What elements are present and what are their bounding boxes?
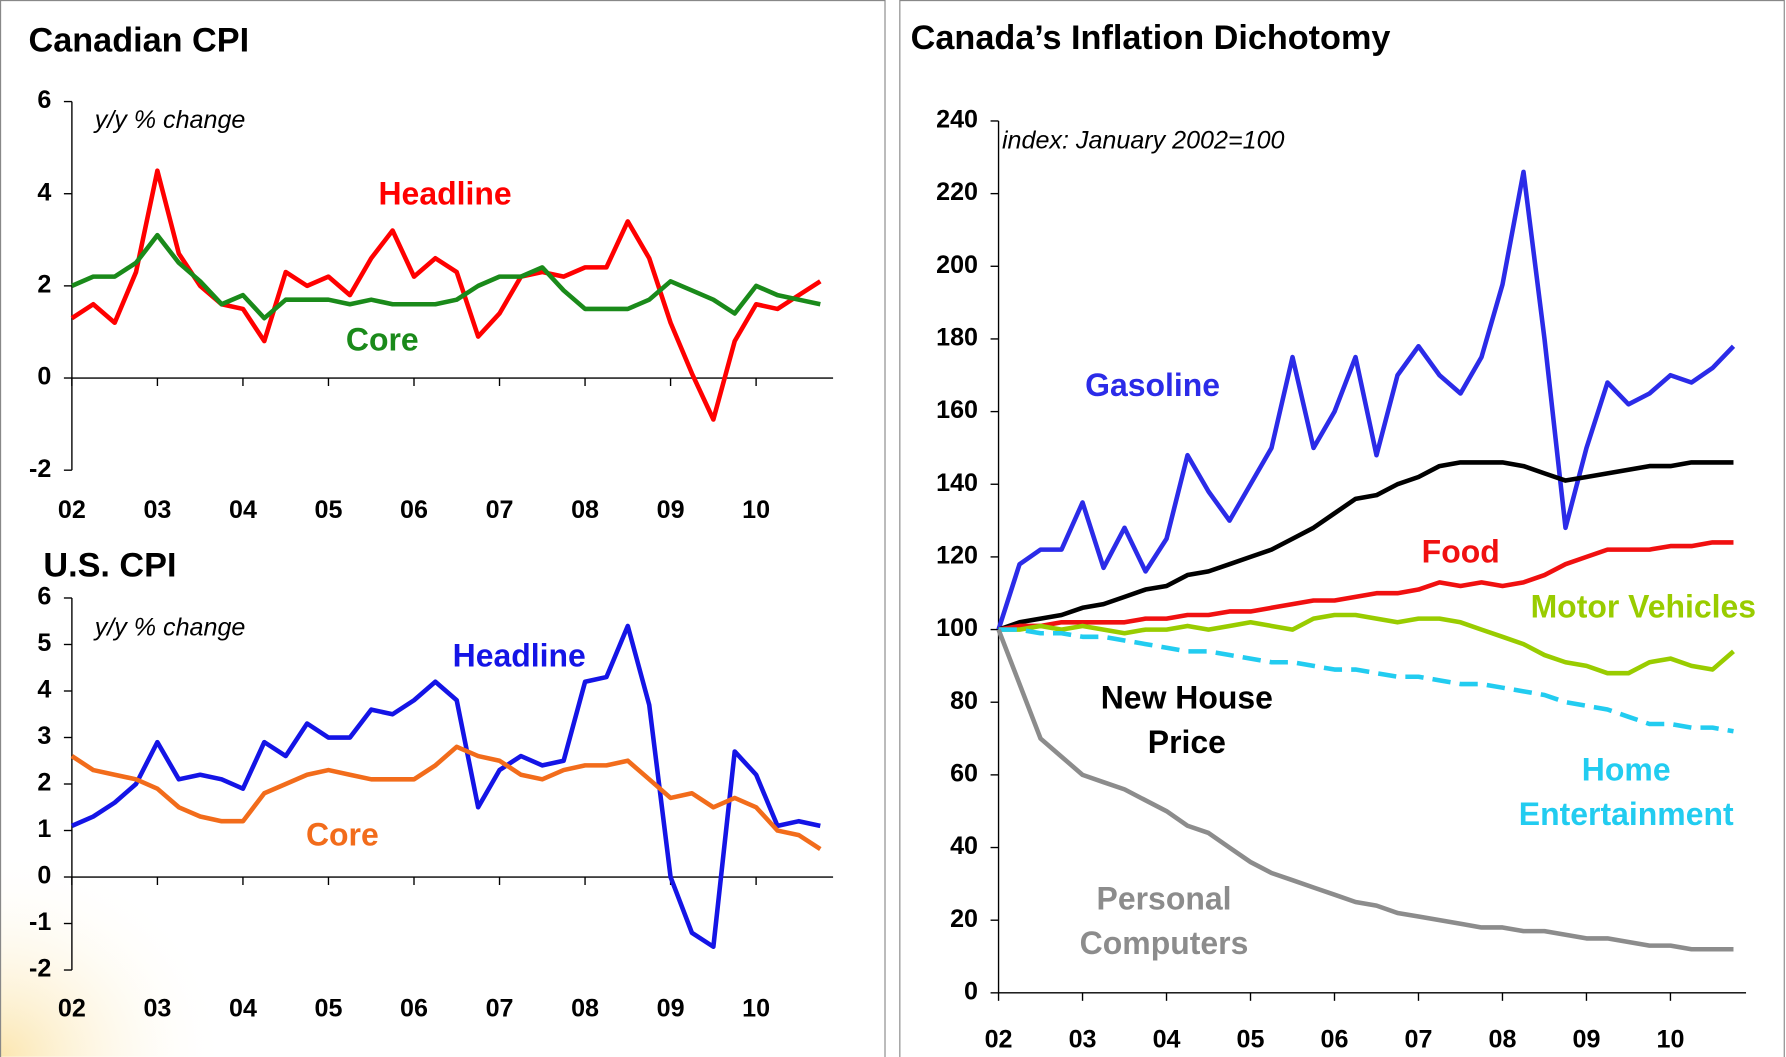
y-tick-label: 5 xyxy=(37,629,51,657)
x-tick-label: 07 xyxy=(486,496,514,524)
y-tick-label: 1 xyxy=(37,815,51,843)
x-tick-label: 07 xyxy=(1405,1025,1433,1053)
x-tick-label: 09 xyxy=(657,496,685,524)
series-label-box: Motor Vehicles xyxy=(1530,588,1757,625)
chart-title: Canada’s Inflation Dichotomy xyxy=(911,19,1391,57)
y-tick-label: 0 xyxy=(37,363,51,391)
y-tick-label: 0 xyxy=(964,977,978,1005)
series-label-box: Headline xyxy=(452,637,586,674)
series-line xyxy=(996,628,1734,952)
series-label-box: Core xyxy=(345,321,419,358)
series-line xyxy=(996,169,1736,631)
y-tick-label: 120 xyxy=(936,542,978,570)
y-tick-label: 200 xyxy=(936,251,978,279)
subtitle: y/y % change xyxy=(93,106,246,134)
series-label: Core xyxy=(305,817,379,853)
series-label-box: Gasoline xyxy=(1085,367,1221,403)
x-tick-label: 06 xyxy=(1321,1025,1349,1053)
x-tick-label: 10 xyxy=(742,496,770,524)
chart-title: U.S. CPI xyxy=(43,546,176,584)
series-label: Core xyxy=(345,321,419,358)
y-tick-label: 60 xyxy=(950,759,978,787)
left-panel xyxy=(0,0,886,1057)
x-tick-label: 05 xyxy=(315,496,343,524)
x-tick-label: 02 xyxy=(985,1025,1013,1053)
series-line xyxy=(70,623,821,950)
x-tick-label: 06 xyxy=(400,995,428,1023)
x-tick-label: 04 xyxy=(229,496,257,524)
series-label: Motor Vehicles xyxy=(1530,588,1757,625)
subtitle: y/y % change xyxy=(93,614,246,642)
glow xyxy=(0,639,457,1057)
y-tick-label: 180 xyxy=(936,324,978,352)
y-tick-label: 2 xyxy=(37,769,51,797)
x-tick-label: 10 xyxy=(742,995,770,1023)
series-label: New House Price xyxy=(1100,680,1273,761)
y-tick-label: 0 xyxy=(37,862,51,890)
series-line xyxy=(998,612,1735,676)
series-label: Headline xyxy=(378,175,512,212)
x-tick-label: 03 xyxy=(1069,1025,1097,1053)
x-tick-label: 03 xyxy=(143,496,171,524)
chart-title: Canadian CPI xyxy=(29,21,250,59)
x-tick-label: 08 xyxy=(571,496,599,524)
x-tick-label: 04 xyxy=(229,995,257,1023)
y-tick-label: 4 xyxy=(37,178,51,206)
y-tick-label: 6 xyxy=(37,86,51,114)
x-tick-label: 03 xyxy=(143,995,171,1023)
series-label-box: Home Entertainment xyxy=(1518,752,1734,832)
x-tick-label: 08 xyxy=(571,995,599,1023)
series-label-box: Headline xyxy=(378,175,512,212)
right-panel xyxy=(899,0,1785,1057)
series-label-box: New House Price xyxy=(1100,680,1273,761)
y-tick-label: 220 xyxy=(936,178,978,206)
y-tick-label: -2 xyxy=(29,955,51,983)
series-line xyxy=(998,540,1734,632)
x-tick-label: 05 xyxy=(315,995,343,1023)
x-tick-label: 02 xyxy=(58,496,86,524)
y-tick-label: 20 xyxy=(950,905,978,933)
x-tick-label: 09 xyxy=(1572,1025,1600,1053)
series-label: Personal Computers xyxy=(1079,881,1249,961)
x-tick-label: 04 xyxy=(1153,1025,1181,1053)
y-tick-label: 3 xyxy=(37,722,51,750)
series-label-box: Food xyxy=(1421,534,1500,570)
y-tick-label: -1 xyxy=(29,908,51,936)
series-label-box: Personal Computers xyxy=(1079,881,1249,961)
y-tick-label: 2 xyxy=(37,270,51,298)
y-tick-label: 140 xyxy=(936,469,978,497)
y-tick-label: 240 xyxy=(936,106,978,134)
series-label: Headline xyxy=(452,637,586,674)
y-tick-label: 4 xyxy=(37,676,51,704)
x-tick-label: 02 xyxy=(58,995,86,1023)
x-tick-label: 07 xyxy=(486,995,514,1023)
series-line xyxy=(997,460,1734,632)
series-line xyxy=(998,627,1734,734)
y-tick-label: 160 xyxy=(936,396,978,424)
y-tick-label: 100 xyxy=(936,614,978,642)
series-label: Gasoline xyxy=(1085,367,1221,403)
y-tick-label: 80 xyxy=(950,687,978,715)
y-tick-label: 40 xyxy=(950,832,978,860)
subtitle: index: January 2002=100 xyxy=(1002,126,1285,154)
series-label-box: Core xyxy=(305,817,379,853)
x-tick-label: 05 xyxy=(1237,1025,1265,1053)
x-tick-label: 09 xyxy=(657,995,685,1023)
series-line xyxy=(70,232,821,321)
y-tick-label: -2 xyxy=(29,455,51,483)
series-label: Home Entertainment xyxy=(1518,752,1734,832)
series-line xyxy=(70,744,822,851)
x-tick-label: 06 xyxy=(400,496,428,524)
y-tick-label: 6 xyxy=(37,583,51,611)
series-label: Food xyxy=(1421,534,1500,570)
x-tick-label: 08 xyxy=(1489,1025,1517,1053)
x-tick-label: 10 xyxy=(1656,1025,1684,1053)
